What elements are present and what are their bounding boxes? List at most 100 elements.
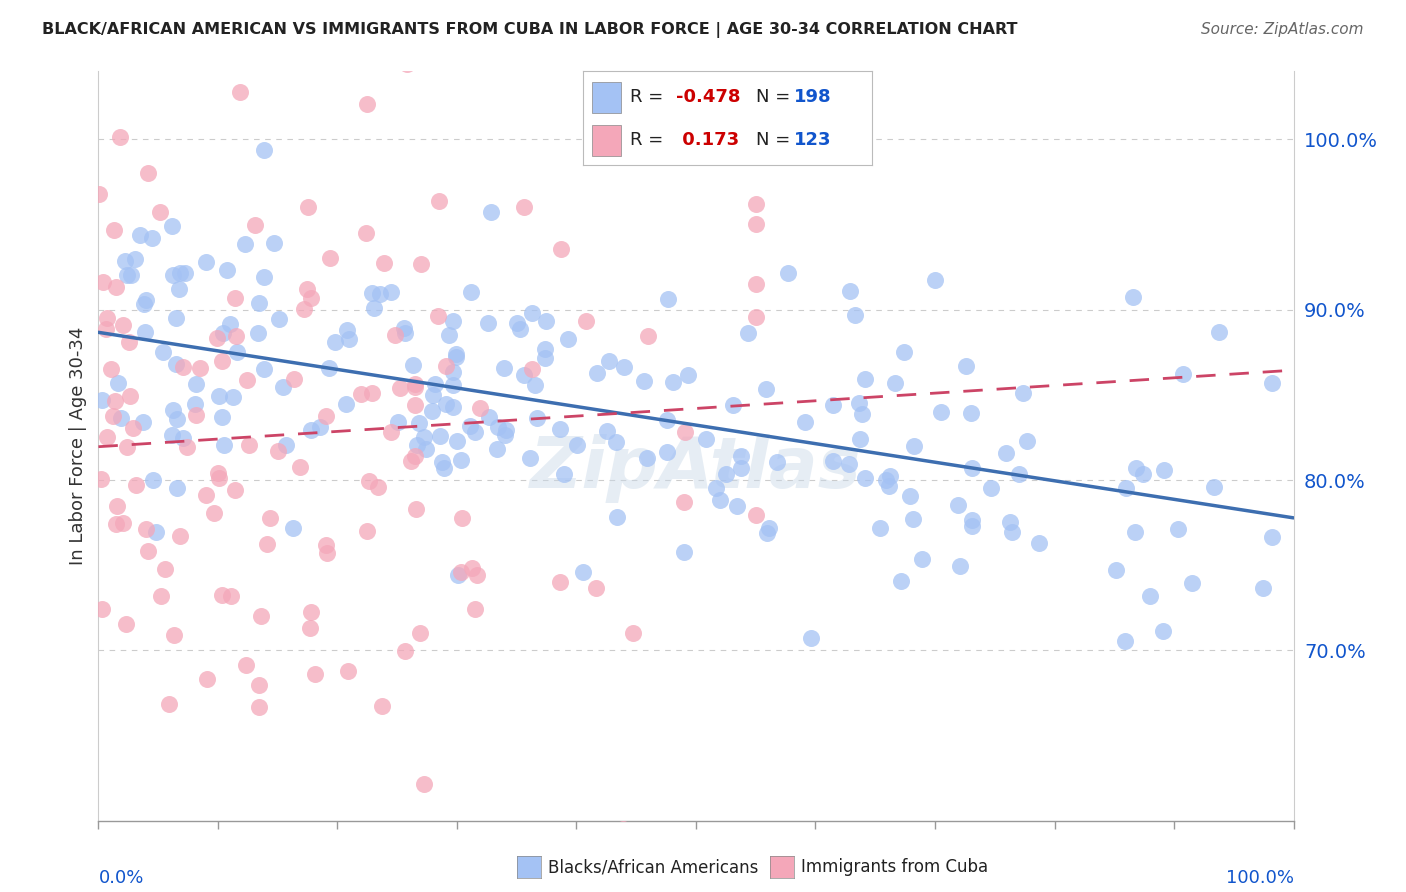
Point bbox=[519, 451, 541, 466]
Point bbox=[215, 262, 238, 277]
Point bbox=[356, 524, 378, 538]
Point bbox=[1171, 367, 1194, 381]
Point bbox=[335, 396, 357, 410]
Point bbox=[387, 415, 409, 429]
Point bbox=[122, 421, 145, 435]
Point bbox=[105, 499, 128, 513]
Point bbox=[371, 698, 394, 713]
Point bbox=[249, 678, 271, 692]
Point bbox=[745, 217, 768, 231]
Point bbox=[124, 252, 146, 266]
Point bbox=[125, 478, 148, 492]
Point bbox=[172, 359, 194, 374]
Point bbox=[394, 644, 416, 658]
Point bbox=[373, 256, 395, 270]
Point bbox=[404, 377, 426, 392]
Point bbox=[960, 513, 983, 527]
Point bbox=[162, 628, 184, 642]
Point bbox=[441, 365, 464, 379]
Point bbox=[678, 368, 700, 383]
Point bbox=[380, 425, 402, 439]
Point bbox=[492, 360, 515, 375]
Point bbox=[357, 474, 380, 488]
Point bbox=[613, 359, 636, 374]
Point bbox=[110, 129, 132, 144]
Point bbox=[405, 502, 427, 516]
Point bbox=[409, 626, 432, 640]
Point bbox=[657, 444, 679, 458]
Point bbox=[673, 545, 696, 559]
Point bbox=[90, 392, 112, 407]
Point bbox=[184, 408, 207, 422]
Point bbox=[135, 293, 157, 308]
Point bbox=[520, 306, 543, 320]
Text: ZipAtlas: ZipAtlas bbox=[530, 434, 862, 503]
Point bbox=[1123, 525, 1146, 540]
Point bbox=[1261, 376, 1284, 390]
Point bbox=[737, 326, 759, 340]
Point bbox=[533, 342, 555, 356]
Point bbox=[959, 406, 981, 420]
Point bbox=[621, 625, 644, 640]
Point bbox=[205, 331, 228, 345]
Point bbox=[120, 268, 142, 283]
Point bbox=[96, 430, 118, 444]
Point bbox=[1204, 480, 1226, 494]
Point bbox=[1261, 530, 1284, 544]
Point bbox=[823, 398, 845, 412]
Text: Blacks/African Americans: Blacks/African Americans bbox=[548, 858, 759, 876]
Point bbox=[444, 346, 467, 360]
Point bbox=[183, 397, 205, 411]
Point bbox=[211, 326, 233, 340]
Point bbox=[450, 452, 472, 467]
Point bbox=[208, 389, 231, 403]
Text: N =: N = bbox=[756, 131, 790, 149]
Point bbox=[998, 515, 1021, 529]
Point bbox=[586, 367, 609, 381]
Point bbox=[575, 314, 598, 328]
Point bbox=[426, 309, 449, 323]
Point bbox=[118, 334, 141, 349]
Point bbox=[415, 442, 437, 456]
Point bbox=[169, 282, 191, 296]
Point bbox=[434, 397, 457, 411]
Point bbox=[924, 273, 946, 287]
Point bbox=[174, 266, 197, 280]
Point bbox=[794, 416, 817, 430]
Text: 123: 123 bbox=[794, 131, 831, 149]
Point bbox=[367, 481, 389, 495]
Point bbox=[384, 327, 406, 342]
Point bbox=[247, 296, 270, 310]
Point bbox=[337, 332, 360, 346]
Point bbox=[165, 357, 187, 371]
Point bbox=[319, 251, 342, 265]
Text: -0.478: -0.478 bbox=[676, 88, 740, 106]
Point bbox=[253, 269, 276, 284]
Point bbox=[184, 376, 207, 391]
Point bbox=[548, 422, 571, 436]
Point bbox=[1125, 461, 1147, 475]
Point bbox=[404, 398, 426, 412]
Point bbox=[465, 568, 488, 582]
Point bbox=[714, 467, 737, 482]
Point bbox=[368, 286, 391, 301]
Point bbox=[363, 301, 385, 315]
Point bbox=[606, 509, 628, 524]
Point bbox=[534, 351, 557, 366]
Point bbox=[297, 200, 319, 214]
Point bbox=[281, 521, 304, 535]
Point bbox=[115, 268, 138, 282]
Point bbox=[429, 429, 451, 443]
Point bbox=[141, 231, 163, 245]
Point bbox=[960, 519, 983, 533]
Point bbox=[1208, 326, 1230, 340]
Point bbox=[380, 285, 402, 300]
Point bbox=[901, 511, 924, 525]
Point bbox=[464, 425, 486, 439]
Point bbox=[1132, 467, 1154, 482]
Point bbox=[188, 361, 211, 376]
Point bbox=[288, 460, 311, 475]
Text: 0.173: 0.173 bbox=[676, 131, 738, 149]
Point bbox=[274, 437, 297, 451]
Point bbox=[479, 204, 502, 219]
